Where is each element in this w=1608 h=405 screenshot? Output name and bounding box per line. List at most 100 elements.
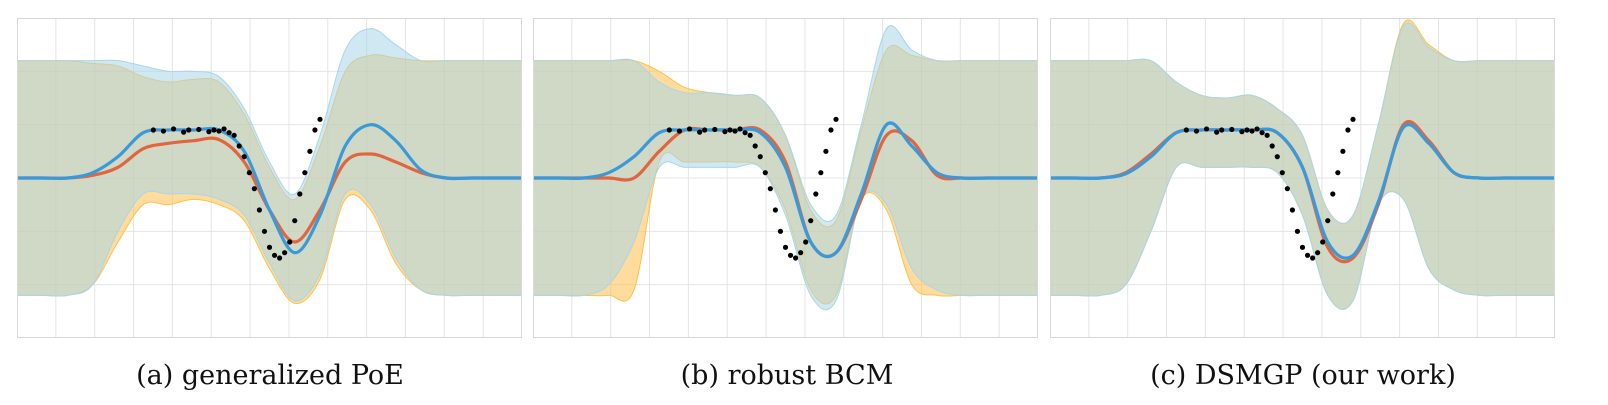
data-point	[712, 126, 718, 133]
data-point	[1214, 129, 1220, 135]
data-point	[1193, 128, 1200, 134]
data-point	[1239, 129, 1245, 135]
data-point	[287, 239, 293, 245]
data-point	[676, 128, 683, 134]
data-point	[317, 116, 323, 122]
data-point	[261, 228, 268, 234]
data-point	[1269, 143, 1275, 149]
data-point	[833, 116, 839, 122]
data-point	[1340, 148, 1346, 154]
data-point	[1345, 127, 1351, 133]
data-point	[1183, 127, 1189, 133]
caption-b: (b) robust BCM	[680, 360, 894, 391]
blue-mean-line	[1050, 123, 1555, 260]
data-point	[793, 255, 799, 261]
blue-confidence-band	[17, 28, 522, 302]
data-point	[256, 207, 262, 213]
data-point	[762, 170, 768, 176]
data-point	[186, 127, 192, 133]
data-point	[1320, 239, 1326, 245]
data-point	[798, 250, 804, 256]
chart-svg	[533, 18, 1038, 338]
data-point	[236, 143, 242, 149]
data-point	[1284, 186, 1290, 192]
data-point	[1219, 127, 1225, 133]
data-point	[1315, 250, 1321, 256]
data-point	[211, 127, 217, 133]
data-point	[1274, 154, 1280, 160]
data-point	[1289, 207, 1295, 213]
plot-frame	[17, 18, 522, 338]
chart-svg	[1050, 18, 1555, 338]
data-point	[752, 143, 758, 149]
data-point	[747, 132, 753, 138]
data-point	[666, 127, 672, 133]
data-point	[246, 170, 252, 176]
data-point	[297, 191, 303, 197]
data-point	[803, 239, 809, 245]
data-point	[782, 244, 789, 250]
data-point	[1350, 116, 1356, 122]
data-point	[231, 132, 237, 138]
data-point	[1264, 132, 1270, 138]
data-point	[1244, 127, 1250, 133]
data-point	[1249, 128, 1255, 134]
data-point	[808, 218, 814, 224]
data-point	[1304, 252, 1311, 258]
blue-mean-line	[17, 123, 522, 255]
data-point	[767, 186, 773, 192]
data-point	[1335, 170, 1341, 176]
data-point	[196, 126, 202, 133]
data-point	[1279, 170, 1285, 176]
data-point	[686, 126, 693, 132]
data-point	[1203, 126, 1210, 132]
data-point	[1325, 218, 1331, 224]
data-point	[266, 244, 273, 250]
chart-svg	[17, 18, 522, 338]
data-point	[732, 128, 738, 134]
data-point	[737, 126, 743, 132]
data-point	[1294, 228, 1301, 234]
data-point	[271, 252, 278, 258]
data-point	[702, 127, 708, 133]
data-point	[251, 186, 257, 192]
data-point	[307, 148, 313, 154]
panel-generalized-poe	[17, 18, 537, 348]
data-point	[722, 129, 728, 135]
plot-frame	[1050, 18, 1555, 338]
caption-a: (a) generalized PoE	[136, 360, 404, 391]
data-point	[1330, 191, 1336, 197]
data-point	[221, 126, 227, 132]
data-point	[282, 250, 288, 256]
data-point	[226, 130, 232, 136]
data-point	[241, 154, 247, 160]
data-point	[823, 148, 829, 154]
data-point	[772, 207, 778, 213]
data-point	[216, 128, 222, 134]
data-point	[1229, 126, 1235, 133]
data-point	[312, 127, 318, 133]
data-point	[813, 191, 819, 197]
data-point	[697, 129, 703, 135]
data-point	[302, 170, 308, 176]
data-point	[757, 154, 763, 160]
data-point	[206, 129, 212, 135]
panel-robust-bcm	[533, 18, 1053, 348]
data-point	[777, 228, 784, 234]
data-point	[292, 218, 298, 224]
data-point	[1310, 255, 1316, 261]
data-point	[277, 255, 283, 261]
data-point	[742, 130, 748, 136]
data-point	[1259, 130, 1265, 136]
data-point	[828, 127, 834, 133]
panel-dsmgp	[1050, 18, 1570, 348]
blue-mean-line	[533, 121, 1038, 259]
data-point	[1254, 126, 1260, 132]
caption-c: (c) DSMGP (our work)	[1150, 360, 1456, 391]
data-point	[181, 129, 187, 135]
data-point	[160, 128, 167, 134]
data-point	[727, 127, 733, 133]
data-point	[1299, 244, 1306, 250]
data-point	[818, 170, 824, 176]
data-point	[787, 252, 794, 258]
